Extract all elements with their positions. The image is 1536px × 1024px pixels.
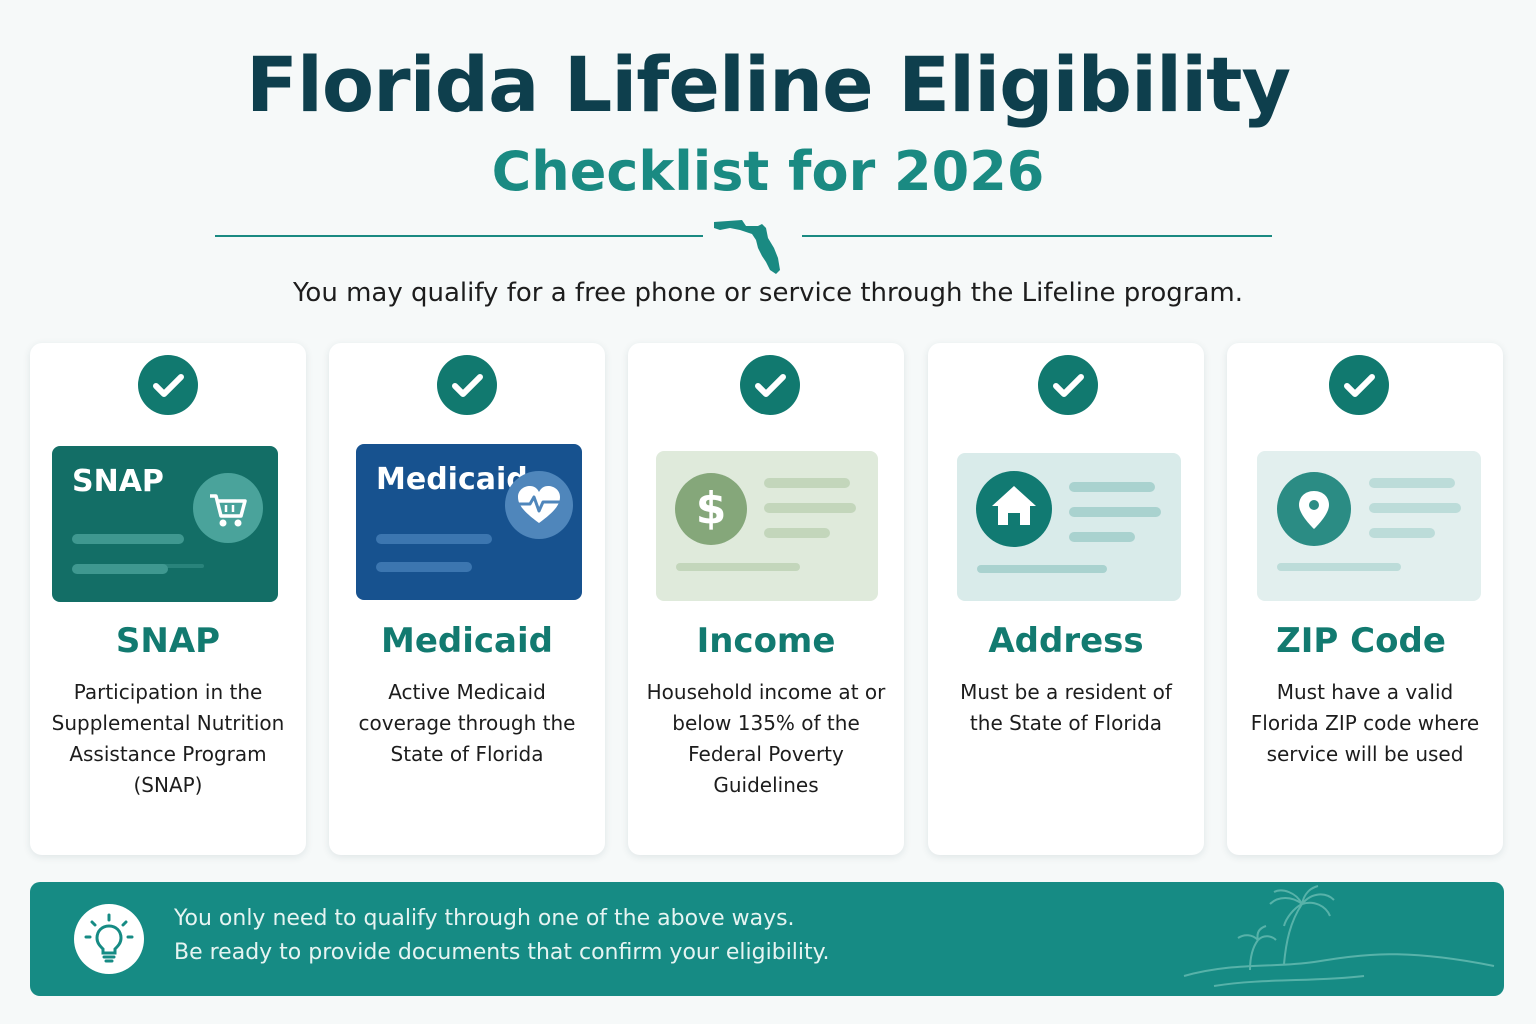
- card-description: Participation in the Supplemental Nutrit…: [51, 680, 285, 797]
- card-address: Address Must be a resident of the State …: [928, 343, 1204, 855]
- zip-card-illustration: [1257, 451, 1481, 601]
- checkmark-icon: [740, 355, 800, 415]
- palm-trees-icon: [1183, 885, 1495, 987]
- card-title: Medicaid: [381, 621, 553, 661]
- divider-left: [215, 235, 703, 237]
- intro-text: You may qualify for a free phone or serv…: [293, 278, 1243, 308]
- card-income: $ Income Household income at or below 13…: [628, 343, 904, 855]
- page-title: Florida Lifeline Eligibility: [245, 40, 1291, 129]
- medicaid-card-illustration: Medicaid: [356, 444, 582, 600]
- heart-pulse-icon: [505, 471, 573, 539]
- card-description: Must have a valid Florida ZIP code where…: [1250, 680, 1480, 766]
- info-banner: You only need to qualify through one of …: [30, 882, 1504, 996]
- card-title: ZIP Code: [1276, 621, 1446, 661]
- location-pin-icon: [1277, 472, 1351, 546]
- card-description: Active Medicaid coverage through the Sta…: [358, 680, 576, 766]
- medicaid-card-label: Medicaid: [376, 462, 528, 497]
- banner-line-1: You only need to qualify through one of …: [174, 906, 795, 931]
- checkmark-icon: [138, 355, 198, 415]
- card-title: Income: [696, 621, 836, 661]
- house-icon: [976, 471, 1052, 547]
- snap-card-label: SNAP: [72, 464, 164, 499]
- lightbulb-icon: [74, 904, 144, 974]
- card-description: Must be a resident of the State of Flori…: [960, 680, 1172, 735]
- card-snap: SNAP SNAP Participation in the Supplemen…: [30, 343, 306, 855]
- divider-right: [802, 235, 1272, 237]
- snap-card-illustration: SNAP: [52, 446, 278, 602]
- address-card-illustration: [957, 453, 1181, 601]
- card-title: Address: [988, 621, 1144, 661]
- card-zip-code: ZIP Code Must have a valid Florida ZIP c…: [1227, 343, 1503, 855]
- card-medicaid: Medicaid Medicaid Active Medicaid covera…: [329, 343, 605, 855]
- card-description: Household income at or below 135% of the…: [646, 680, 886, 797]
- page-subtitle: Checklist for 2026: [491, 140, 1045, 203]
- income-card-illustration: $: [656, 451, 878, 601]
- checkmark-icon: [1329, 355, 1389, 415]
- florida-map-icon: [714, 220, 780, 274]
- dollar-icon: $: [695, 483, 727, 534]
- card-title: SNAP: [115, 621, 221, 661]
- shopping-cart-icon: [193, 473, 263, 543]
- banner-line-2: Be ready to provide documents that confi…: [174, 940, 830, 965]
- checkmark-icon: [437, 355, 497, 415]
- checkmark-icon: [1038, 355, 1098, 415]
